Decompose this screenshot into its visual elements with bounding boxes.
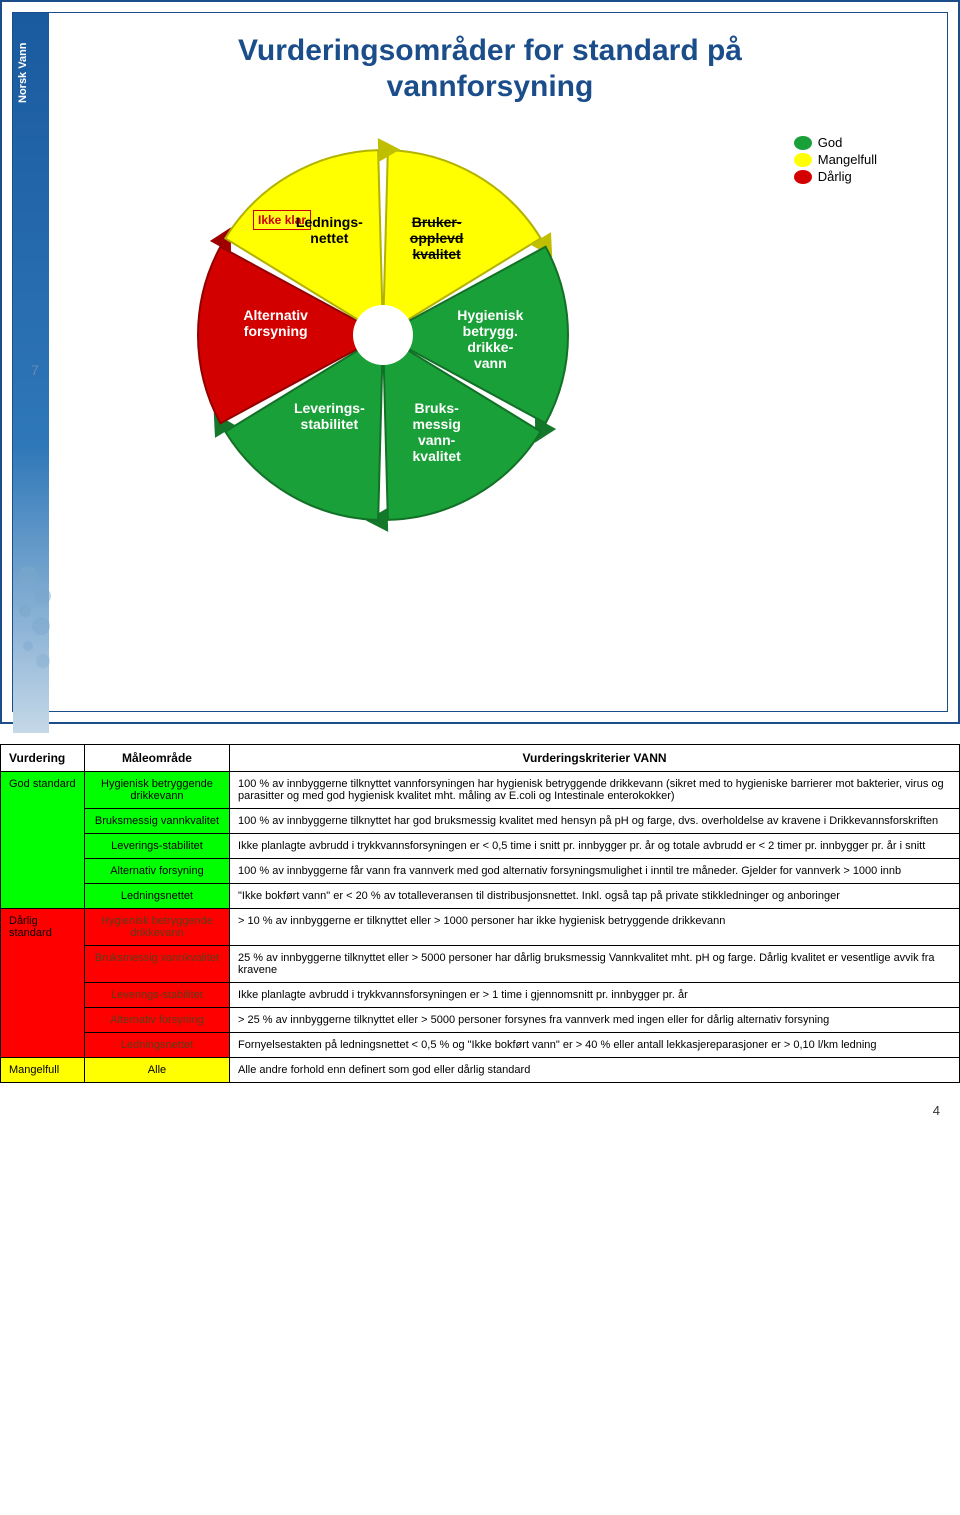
- criteria-cell: 100 % av innbyggerne tilknyttet har god …: [230, 809, 960, 834]
- th-kriterier: Vurderingskriterier VANN: [230, 745, 960, 772]
- area-cell: Bruksmessig vannkvalitet: [84, 809, 229, 834]
- area-cell: Ledningsnettet: [84, 884, 229, 909]
- slide-2: Vurdering Måleområde Vurderingskriterier…: [0, 744, 960, 1083]
- table-row: Alternativ forsyning> 25 % av innbyggern…: [1, 1008, 960, 1033]
- bubbles-decoration: [13, 561, 63, 681]
- criteria-cell: Ikke planlagte avbrudd i trykkvannsforsy…: [230, 834, 960, 859]
- table-row: MangelfullAlleAlle andre forhold enn def…: [1, 1058, 960, 1083]
- slide-1-inner: Norsk Vann 7 Vurderingsområder for stand…: [12, 12, 948, 712]
- criteria-cell: 100 % av innbyggerne får vann fra vannve…: [230, 859, 960, 884]
- criteria-cell: 100 % av innbyggerne tilknyttet vannfors…: [230, 772, 960, 809]
- area-cell: Leverings-stabilitet: [84, 983, 229, 1008]
- title-line-2: vannforsyning: [387, 70, 594, 103]
- th-vurdering: Vurdering: [1, 745, 85, 772]
- slide-number: 7: [31, 362, 39, 378]
- area-cell: Ledningsnettet: [84, 1033, 229, 1058]
- legend-label: Dårlig: [818, 169, 852, 184]
- criteria-cell: > 10 % av innbyggerne er tilknyttet elle…: [230, 909, 960, 946]
- area-cell: Alle: [84, 1058, 229, 1083]
- legend-dot-icon: [794, 153, 812, 167]
- sidebar-logo-text: Norsk Vann: [17, 42, 29, 103]
- overlay-ikke-klar: Ikke klar: [253, 210, 311, 230]
- pie-svg: [183, 135, 583, 535]
- criteria-table: Vurdering Måleområde Vurderingskriterier…: [0, 744, 960, 1083]
- criteria-cell: "Ikke bokført vann" er < 20 % av totalle…: [230, 884, 960, 909]
- pie-chart: Ikke klar Bruker-opplevdkvalitetHygienis…: [183, 135, 583, 535]
- legend-dot-icon: [794, 170, 812, 184]
- area-cell: Bruksmessig vannkvalitet: [84, 946, 229, 983]
- table-row: Bruksmessig vannkvalitet100 % av innbygg…: [1, 809, 960, 834]
- area-cell: Alternativ forsyning: [84, 859, 229, 884]
- legend-dot-icon: [794, 136, 812, 150]
- criteria-cell: Ikke planlagte avbrudd i trykkvannsforsy…: [230, 983, 960, 1008]
- page-number: 4: [20, 1103, 940, 1118]
- legend-row-0: God: [794, 135, 877, 150]
- table-row: LedningsnettetFornyelsestakten på lednin…: [1, 1033, 960, 1058]
- table-row: Leverings-stabilitetIkke planlagte avbru…: [1, 983, 960, 1008]
- vurdering-cell: Mangelfull: [1, 1058, 85, 1083]
- table-row: Bruksmessig vannkvalitet25 % av innbygge…: [1, 946, 960, 983]
- vurdering-cell: Dårlig standard: [1, 909, 85, 1058]
- th-maleomrade: Måleområde: [84, 745, 229, 772]
- area-cell: Hygienisk betryggende drikkevann: [84, 772, 229, 809]
- area-cell: Alternativ forsyning: [84, 1008, 229, 1033]
- slide-title: Vurderingsområder for standard på vannfo…: [63, 33, 917, 105]
- legend-row-2: Dårlig: [794, 169, 877, 184]
- vurdering-cell: God standard: [1, 772, 85, 909]
- legend: God Mangelfull Dårlig: [794, 135, 877, 186]
- area-cell: Leverings-stabilitet: [84, 834, 229, 859]
- table-header-row: Vurdering Måleområde Vurderingskriterier…: [1, 745, 960, 772]
- criteria-cell: 25 % av innbyggerne tilknyttet eller > 5…: [230, 946, 960, 983]
- table-row: Dårlig standardHygienisk betryggende dri…: [1, 909, 960, 946]
- area-cell: Hygienisk betryggende drikkevann: [84, 909, 229, 946]
- criteria-cell: Alle andre forhold enn definert som god …: [230, 1058, 960, 1083]
- legend-label: God: [818, 135, 843, 150]
- table-row: Leverings-stabilitetIkke planlagte avbru…: [1, 834, 960, 859]
- legend-label: Mangelfull: [818, 152, 877, 167]
- table-row: Alternativ forsyning100 % av innbyggerne…: [1, 859, 960, 884]
- table-row: God standardHygienisk betryggende drikke…: [1, 772, 960, 809]
- table-row: Ledningsnettet"Ikke bokført vann" er < 2…: [1, 884, 960, 909]
- criteria-cell: > 25 % av innbyggerne tilknyttet eller >…: [230, 1008, 960, 1033]
- diagram-area: Ikke klar Bruker-opplevdkvalitetHygienis…: [63, 125, 917, 575]
- title-line-1: Vurderingsområder for standard på: [238, 34, 742, 67]
- legend-row-1: Mangelfull: [794, 152, 877, 167]
- criteria-cell: Fornyelsestakten på ledningsnettet < 0,5…: [230, 1033, 960, 1058]
- slide-1: Norsk Vann 7 Vurderingsområder for stand…: [0, 0, 960, 724]
